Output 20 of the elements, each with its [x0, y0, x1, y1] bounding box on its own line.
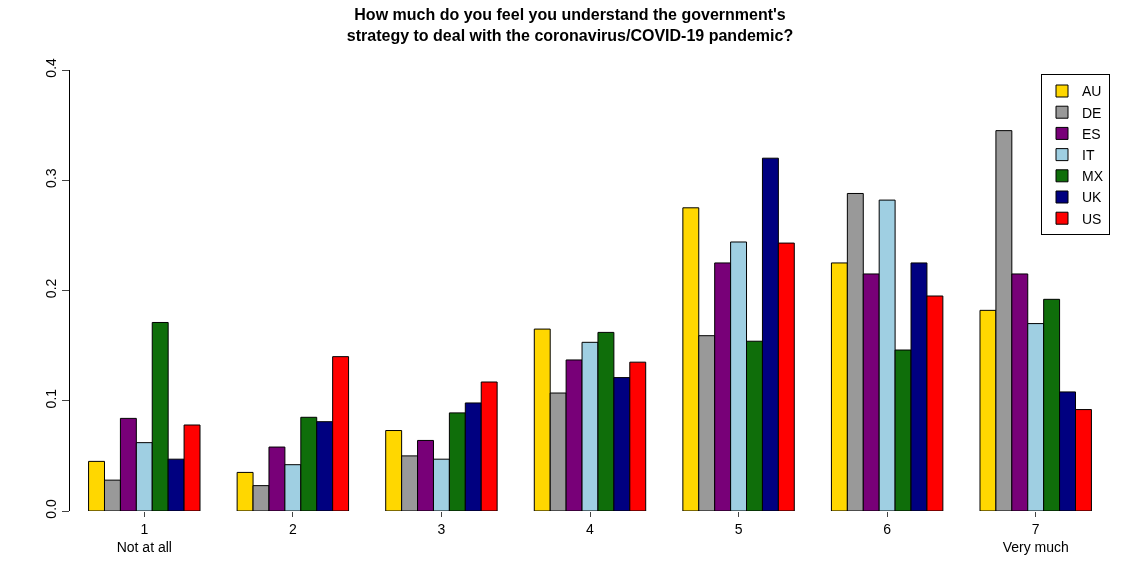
x-tick-label: 1 Not at all [116, 520, 172, 555]
y-tick-label: 0.2 [43, 278, 60, 299]
x-tick-label: 2 [288, 520, 297, 537]
y-tick-label: 0.1 [43, 388, 60, 409]
legend-label: IT [1082, 147, 1095, 164]
x-tick-label: 7 Very much [1002, 520, 1069, 555]
legend-label: DE [1082, 104, 1102, 121]
x-tick-label: 4 [586, 520, 595, 537]
chart-title: How much do you feel you understand the government's strategy to deal with the coronavirus/COVID-19 pandemic? [346, 5, 794, 44]
x-tick-label: 3 [437, 520, 446, 537]
legend-label: MX [1082, 168, 1104, 185]
y-tick-label: 0.3 [43, 168, 60, 188]
x-tick-label: 5 [734, 520, 743, 537]
legend-label: US [1082, 210, 1102, 227]
legend-label: ES [1082, 125, 1101, 142]
y-tick-label: 0.0 [43, 498, 60, 519]
legend-label: AU [1082, 83, 1102, 100]
x-tick-label: 6 [883, 520, 892, 537]
legend-label: UK [1082, 189, 1103, 206]
y-tick-label: 0.4 [43, 57, 60, 78]
